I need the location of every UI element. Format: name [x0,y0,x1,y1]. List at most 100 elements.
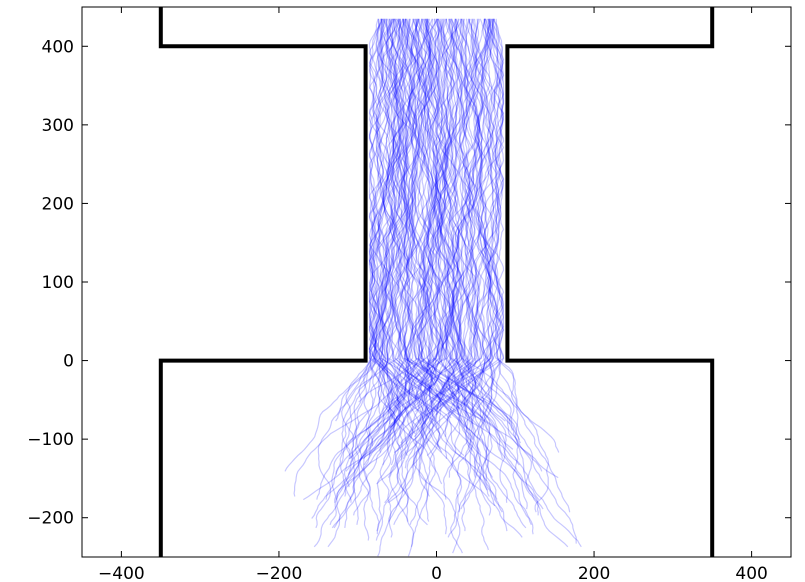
trajectory-line [325,18,452,500]
trajectory-line [417,18,505,422]
trajectory-line [376,18,498,500]
trajectory-line [387,18,500,412]
trajectory-line [372,18,463,557]
trajectory-line [461,18,505,532]
trajectory-line [407,18,494,419]
trajectory-line [402,18,499,459]
trajectory-line [390,18,473,425]
trajectory-line [485,18,571,513]
trajectory-line [423,18,492,425]
trajectory-line [427,18,495,413]
trajectory-line [441,18,482,428]
trajectory-line [368,18,443,456]
trajectory-line [426,18,482,457]
trajectory-line [377,18,431,428]
trajectory-line [333,18,447,529]
trajectory-line [344,18,434,497]
trajectory-line [367,18,408,447]
trajectory-line [384,18,448,535]
right-wall [505,7,715,557]
trajectory-line [327,18,433,548]
trajectory-line [417,18,460,415]
y-tick-label: −100 [27,430,74,450]
trajectory-line [368,18,521,441]
trajectory-line [401,18,441,406]
trajectory-line [432,18,461,400]
trajectory-line [375,18,439,406]
trajectory-line [470,18,493,412]
trajectory-line [335,18,402,475]
trajectory-line [376,18,483,485]
trajectory-line [390,18,488,466]
trajectory-line [473,18,560,453]
trajectory-line [368,18,503,459]
trajectory-line [393,18,466,415]
trajectory-line [372,18,523,538]
trajectory-line [388,18,505,522]
trajectory-line [344,18,440,528]
trajectory-line [378,18,462,406]
trajectory-line [465,18,550,513]
trajectory-line [428,18,509,503]
trajectory-line [368,18,428,526]
y-tick-label: −200 [27,509,74,529]
x-tick-label: 400 [735,564,767,582]
trajectory-line [417,18,522,444]
trajectory-line [359,18,429,453]
trajectory-line [464,18,505,507]
trajectory-line [425,18,485,400]
trajectory-line [348,18,395,460]
trajectory-line [403,18,438,428]
trajectory-line [458,18,497,419]
trajectory-line [331,18,427,503]
x-tick-label: 200 [578,564,610,582]
trajectory-line [386,18,457,413]
trajectory-line [341,18,388,475]
trajectory-line [387,18,492,504]
trajectory-line [368,18,416,400]
trajectory-line [368,18,418,400]
trajectory-line [360,18,485,460]
trajectory-line [386,18,441,522]
trajectory-line [345,18,404,525]
trajectory-line [376,18,456,532]
trajectory-line [387,18,540,500]
x-tick-label: −400 [98,564,145,582]
trajectory-line [397,18,513,431]
trajectory-line [382,18,414,466]
trajectory-line [442,18,475,500]
trajectory-line [386,18,424,428]
trajectory-line [414,18,505,441]
trajectory-line [415,18,506,422]
trajectory-line [447,18,488,538]
trajectory-line [383,18,484,419]
trajectory-line [358,18,482,541]
trajectory-line [302,18,457,501]
trajectory-line [375,18,483,541]
y-tick-label: 100 [42,273,74,293]
trajectory-line [471,18,505,441]
trajectory-line [425,18,455,437]
trajectory-line [345,18,446,472]
trajectory-line [430,18,512,425]
trajectory-line [448,18,505,478]
trajectory-line [368,18,426,453]
trajectory-line [368,18,461,554]
trajectory-line [444,18,491,459]
x-tick-label: 0 [431,564,442,582]
trajectory-line [398,18,490,497]
trajectory-line [435,18,472,431]
trajectory-line [461,18,505,551]
trajectory-line [408,18,442,525]
trajectory-line [407,18,475,513]
trajectory-line [382,18,419,504]
trajectory-line [429,18,505,403]
trajectory-line [410,18,484,548]
trajectory-line [377,18,427,444]
trajectory-line [404,18,459,450]
trajectory-line [424,18,482,510]
trajectory-line [404,18,491,469]
trajectory-line [403,18,438,412]
trajectory-line [395,18,434,456]
